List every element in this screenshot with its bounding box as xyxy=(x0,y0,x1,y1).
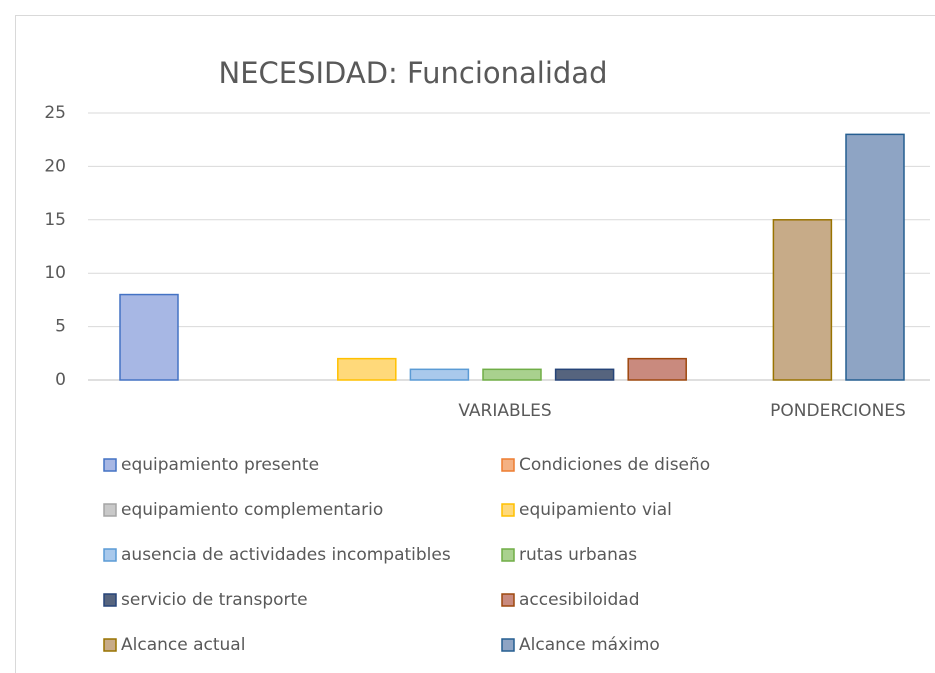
legend-swatch xyxy=(103,458,117,472)
bar xyxy=(409,368,470,381)
legend-label: Condiciones de diseño xyxy=(519,455,710,475)
legend-swatch xyxy=(103,503,117,517)
bar xyxy=(772,219,833,381)
bar xyxy=(119,293,179,381)
y-tick-label: 10 xyxy=(44,263,66,283)
legend-label: equipamiento presente xyxy=(121,455,319,475)
legend-swatch xyxy=(501,458,515,472)
legend-swatch xyxy=(103,548,117,562)
legend-label: servicio de transporte xyxy=(121,590,308,610)
bar xyxy=(845,133,905,381)
bar xyxy=(627,357,687,381)
legend-swatch xyxy=(501,503,515,517)
bar xyxy=(337,357,397,381)
y-tick-label: 5 xyxy=(55,317,66,337)
legend-label: Alcance máximo xyxy=(519,635,660,655)
y-tick-label: 0 xyxy=(55,370,66,390)
legend-label: accesibiloidad xyxy=(519,590,640,610)
bar xyxy=(482,368,542,381)
legend-label: equipamiento complementario xyxy=(121,500,383,520)
y-tick-label: 20 xyxy=(44,156,66,176)
legend-label: rutas urbanas xyxy=(519,545,637,565)
legend-swatch xyxy=(103,593,117,607)
legend-label: equipamiento vial xyxy=(519,500,672,520)
legend-label: ausencia de actividades incompatibles xyxy=(121,545,451,565)
x-tick-label: PONDERCIONES xyxy=(770,401,906,421)
legend-swatch xyxy=(501,548,515,562)
bar xyxy=(554,368,615,381)
chart-title: NECESIDAD: Funcionalidad xyxy=(219,56,608,90)
y-tick-label: 15 xyxy=(44,210,66,230)
legend-label: Alcance actual xyxy=(121,635,245,655)
x-tick-label: VARIABLES xyxy=(458,401,551,421)
y-tick-label: 25 xyxy=(44,103,66,123)
legend-swatch xyxy=(501,593,515,607)
legend-swatch xyxy=(103,638,117,652)
legend-swatch xyxy=(501,638,515,652)
